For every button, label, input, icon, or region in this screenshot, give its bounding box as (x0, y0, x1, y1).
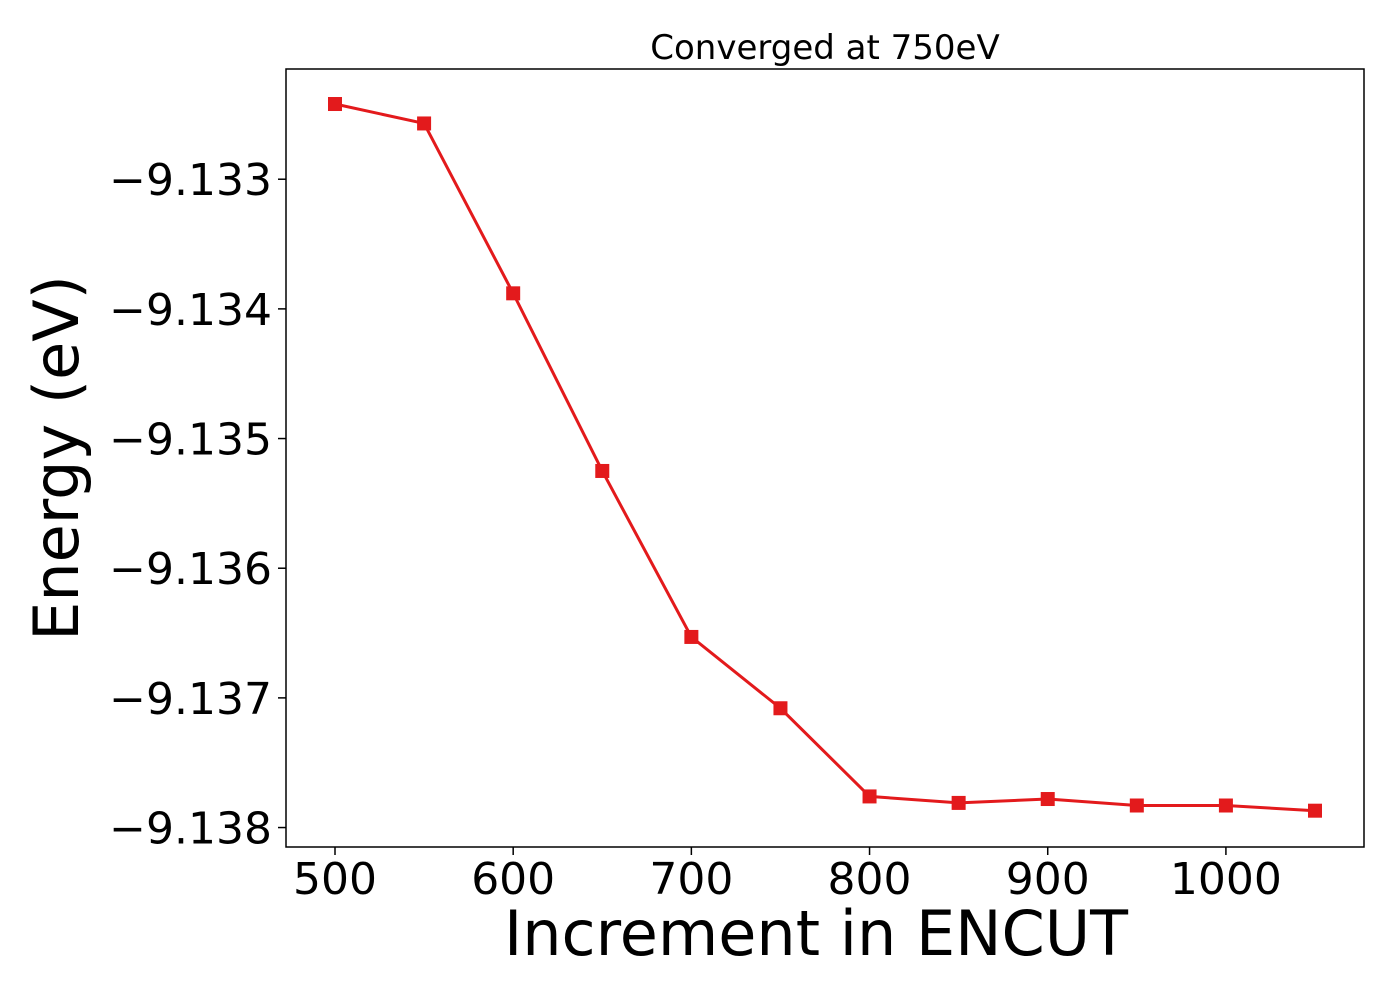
series-line (334, 102, 1316, 813)
data-point-marker (773, 701, 788, 716)
y-tick-label: −9.134 (109, 285, 272, 336)
x-axis: 500 600 700 800 900 1000 (293, 847, 1282, 905)
y-tick-label: −9.136 (109, 544, 272, 595)
y-tick-label: −9.133 (109, 155, 272, 206)
data-point-marker (417, 116, 432, 131)
data-point-marker (1218, 798, 1233, 813)
data-point-marker (595, 463, 610, 478)
plot-area (285, 68, 1365, 848)
y-tick-label: −9.137 (109, 674, 272, 725)
x-tick-label: 600 (471, 854, 555, 905)
x-axis-label: Increment in ENCUT (504, 897, 1129, 970)
x-tick-label: 900 (1006, 854, 1090, 905)
chart-title: Converged at 750eV (650, 28, 999, 68)
series-markers (328, 97, 1322, 818)
data-point-marker (684, 629, 699, 644)
y-tick-label: −9.135 (109, 415, 272, 466)
x-tick-label: 800 (828, 854, 912, 905)
y-axis: −9.133 −9.134 −9.135 −9.136 −9.137 −9.138 (109, 155, 286, 855)
x-tick-label: 700 (649, 854, 733, 905)
data-point-marker (951, 795, 966, 810)
data-point-marker (1129, 798, 1144, 813)
data-point-marker (328, 97, 342, 112)
y-tick-label: −9.138 (109, 804, 272, 855)
data-point-marker (862, 789, 877, 804)
data-point-marker (1308, 803, 1322, 818)
x-tick-label: 1000 (1170, 854, 1282, 905)
x-tick-label: 500 (293, 854, 377, 905)
y-axis-label: Energy (eV) (20, 275, 93, 641)
data-point-marker (1040, 792, 1055, 807)
data-point-marker (506, 286, 521, 301)
